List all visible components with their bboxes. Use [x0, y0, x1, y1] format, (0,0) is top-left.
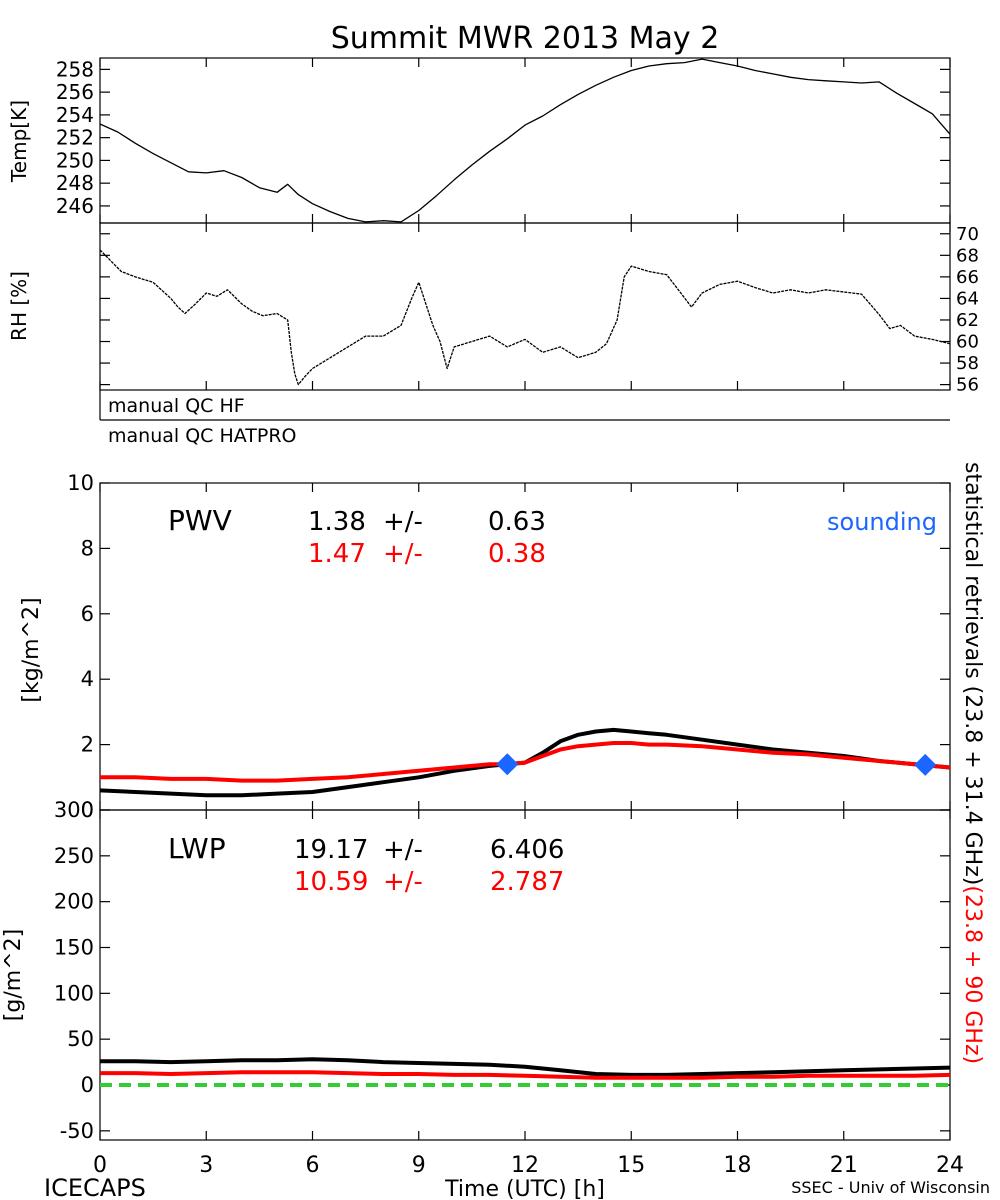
lwp-ylabel: [g/m^2]	[1, 929, 26, 1021]
rh-ytick-label: 60	[956, 332, 979, 353]
lwp-xtick-label: 3	[199, 1153, 213, 1178]
rh-ytick-label: 58	[956, 353, 979, 374]
lwp-stat-std-red: 2.787	[490, 867, 564, 897]
lwp-xtick-label: 6	[306, 1153, 320, 1178]
lwp-ytick-label: 150	[54, 936, 94, 960]
lwp-xtick-label: 0	[93, 1153, 107, 1178]
temp-ytick-label: 250	[56, 148, 94, 172]
lwp-xtick-label: 18	[724, 1153, 752, 1178]
lwp-ytick-label: 300	[54, 798, 94, 822]
rh-series-black	[99, 249, 951, 386]
temp-ytick-label: 248	[56, 171, 94, 195]
lwp-ytick-label: 250	[54, 844, 94, 868]
lwp-series-red	[100, 1070, 951, 1080]
temp-series-black	[99, 58, 951, 223]
chart-title: Summit MWR 2013 May 2	[331, 21, 720, 56]
lwp-stat-pm-red: +/-	[383, 867, 423, 897]
pwv-stat-std-red: 0.38	[488, 539, 546, 569]
pwv-stat-std: 0.63	[488, 507, 546, 537]
pwv-ytick-label: 8	[81, 536, 94, 560]
lwp-ytick-label: 0	[81, 1073, 94, 1097]
pwv-stats-black: 1.38 +/- 0.63	[308, 507, 546, 537]
pwv-stats-red: 1.47 +/- 0.38	[308, 539, 546, 569]
lwp-stats-black: 19.17 +/- 6.406	[294, 835, 564, 865]
lwp-xtick-label: 9	[412, 1153, 426, 1178]
lwp-stats-red: 10.59 +/- 2.787	[294, 867, 564, 897]
lwp-xtick-label: 21	[830, 1153, 858, 1178]
lwp-xtick-label: 15	[617, 1153, 645, 1178]
pwv-ytick-label: 10	[67, 471, 94, 495]
retrieval-side-label: statistical retrievals (23.8 + 31.4 GHz)…	[960, 462, 985, 1064]
temp-ytick-label: 252	[56, 126, 94, 150]
lwp-series-black	[100, 1057, 951, 1077]
sounding-legend: sounding	[827, 508, 937, 536]
pwv-series-black	[99, 727, 951, 798]
lwp-stat-mean: 19.17	[294, 835, 368, 865]
footer-left: ICECAPS	[44, 1174, 146, 1200]
lwp-ytick-label: 50	[67, 1027, 94, 1051]
pwv-ytick-label: 4	[81, 667, 94, 691]
lwp-xtick-label: 24	[936, 1153, 964, 1178]
sounding-point	[496, 753, 519, 776]
side-label-black: statistical retrievals (23.8 + 31.4 GHz)	[960, 462, 985, 885]
temp-ytick-label: 246	[56, 194, 94, 218]
pwv-stat-mean-red: 1.47	[308, 539, 366, 569]
rh-ytick-label: 70	[956, 224, 979, 245]
lwp-ytick-label: 100	[54, 981, 94, 1005]
pwv-ylabel: [kg/m^2]	[19, 597, 44, 702]
rh-ytick-label: 68	[956, 245, 979, 266]
temp-ylabel: Temp[K]	[7, 100, 31, 183]
lwp-xtick-label: 12	[511, 1153, 539, 1178]
temp-ytick-label: 254	[56, 103, 94, 127]
pwv-ytick-label: 6	[81, 602, 94, 626]
qc-label-hatpro: manual QC HATPRO	[108, 425, 297, 447]
pwv-stat-pm-red: +/-	[383, 539, 423, 569]
footer-right: SSEC - Univ of Wisconsin	[791, 1178, 990, 1197]
rh-ytick-label: 56	[956, 375, 979, 396]
lwp-stat-std: 6.406	[490, 835, 564, 865]
lwp-ytick-label: 200	[54, 890, 94, 914]
pwv-stat-mean: 1.38	[308, 507, 366, 537]
temp-ytick-label: 258	[56, 57, 94, 81]
pwv-ytick-label: 2	[81, 733, 94, 757]
rh-ylabel: RH [%]	[7, 271, 31, 341]
lwp-title: LWP	[168, 832, 226, 865]
sounding-point	[914, 753, 937, 776]
pwv-series-red	[100, 741, 951, 783]
pwv-ytick-label: 0	[81, 798, 94, 822]
rh-ytick-label: 66	[956, 267, 979, 288]
side-label-red: (23.8 + 90 GHz)	[960, 885, 985, 1064]
rh-ytick-label: 62	[956, 310, 979, 331]
lwp-stat-mean-red: 10.59	[294, 867, 368, 897]
x-axis-label: Time (UTC) [h]	[444, 1177, 605, 1200]
pwv-stat-pm: +/-	[383, 507, 423, 537]
lwp-stat-pm: +/-	[383, 835, 423, 865]
pwv-title: PWV	[168, 504, 232, 537]
qc-label-hf: manual QC HF	[108, 395, 245, 417]
lwp-ytick-label: -50	[60, 1119, 94, 1143]
rh-ytick-label: 64	[956, 288, 979, 309]
temp-ytick-label: 256	[56, 80, 94, 104]
